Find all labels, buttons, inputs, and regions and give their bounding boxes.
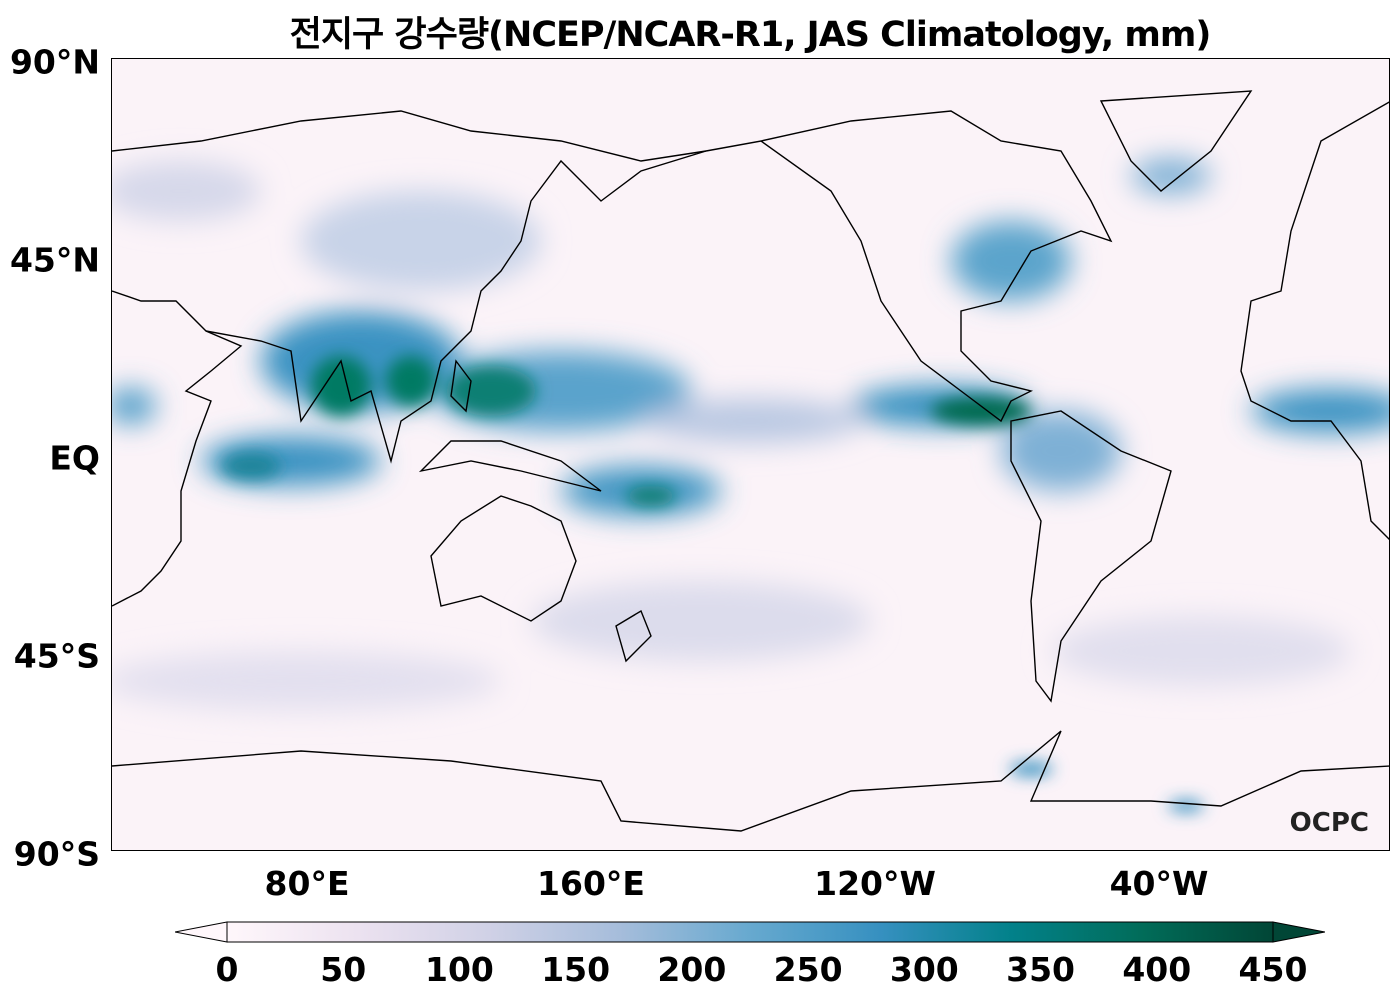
colorbar-tick-label: 250 <box>773 950 843 989</box>
colorbar-tick-label: 200 <box>657 950 727 989</box>
ocpc-logo: OCPC <box>1289 808 1369 838</box>
precipitation-map: OCPC <box>111 58 1390 851</box>
colorbar-tick-label: 400 <box>1122 950 1192 989</box>
y-tick-label: 45°S <box>13 636 100 676</box>
colorbar-tick-label: 350 <box>1006 950 1075 989</box>
colorbar-tick-label: 0 <box>215 950 239 989</box>
colorbar-max-extend <box>1272 921 1325 943</box>
colorbar-tick-label: 300 <box>889 950 959 989</box>
colorbar-tick-label: 450 <box>1238 950 1308 989</box>
y-tick-label: 90°N <box>9 42 100 82</box>
y-tick-label: 45°N <box>9 240 100 280</box>
y-tick-label: EQ <box>49 438 100 478</box>
colorbar-tick-label: 50 <box>320 950 367 989</box>
x-tick-label: 160°E <box>537 864 645 903</box>
y-tick-label: 90°S <box>13 834 100 874</box>
x-tick-label: 120°W <box>814 864 936 903</box>
map-title: 전지구 강수량(NCEP/NCAR-R1, JAS Climatology, m… <box>289 15 1212 55</box>
coastlines <box>112 90 1389 832</box>
map-canvas <box>112 90 1389 832</box>
colorbar-min-extend <box>175 921 228 943</box>
x-tick-label: 40°W <box>1109 864 1209 903</box>
x-tick-label: 80°E <box>264 864 350 903</box>
colorbar-tick-label: 150 <box>541 950 611 989</box>
colorbar-tick-label: 100 <box>424 950 494 989</box>
precipitation-field <box>112 158 1389 711</box>
colorbar <box>175 921 1325 943</box>
